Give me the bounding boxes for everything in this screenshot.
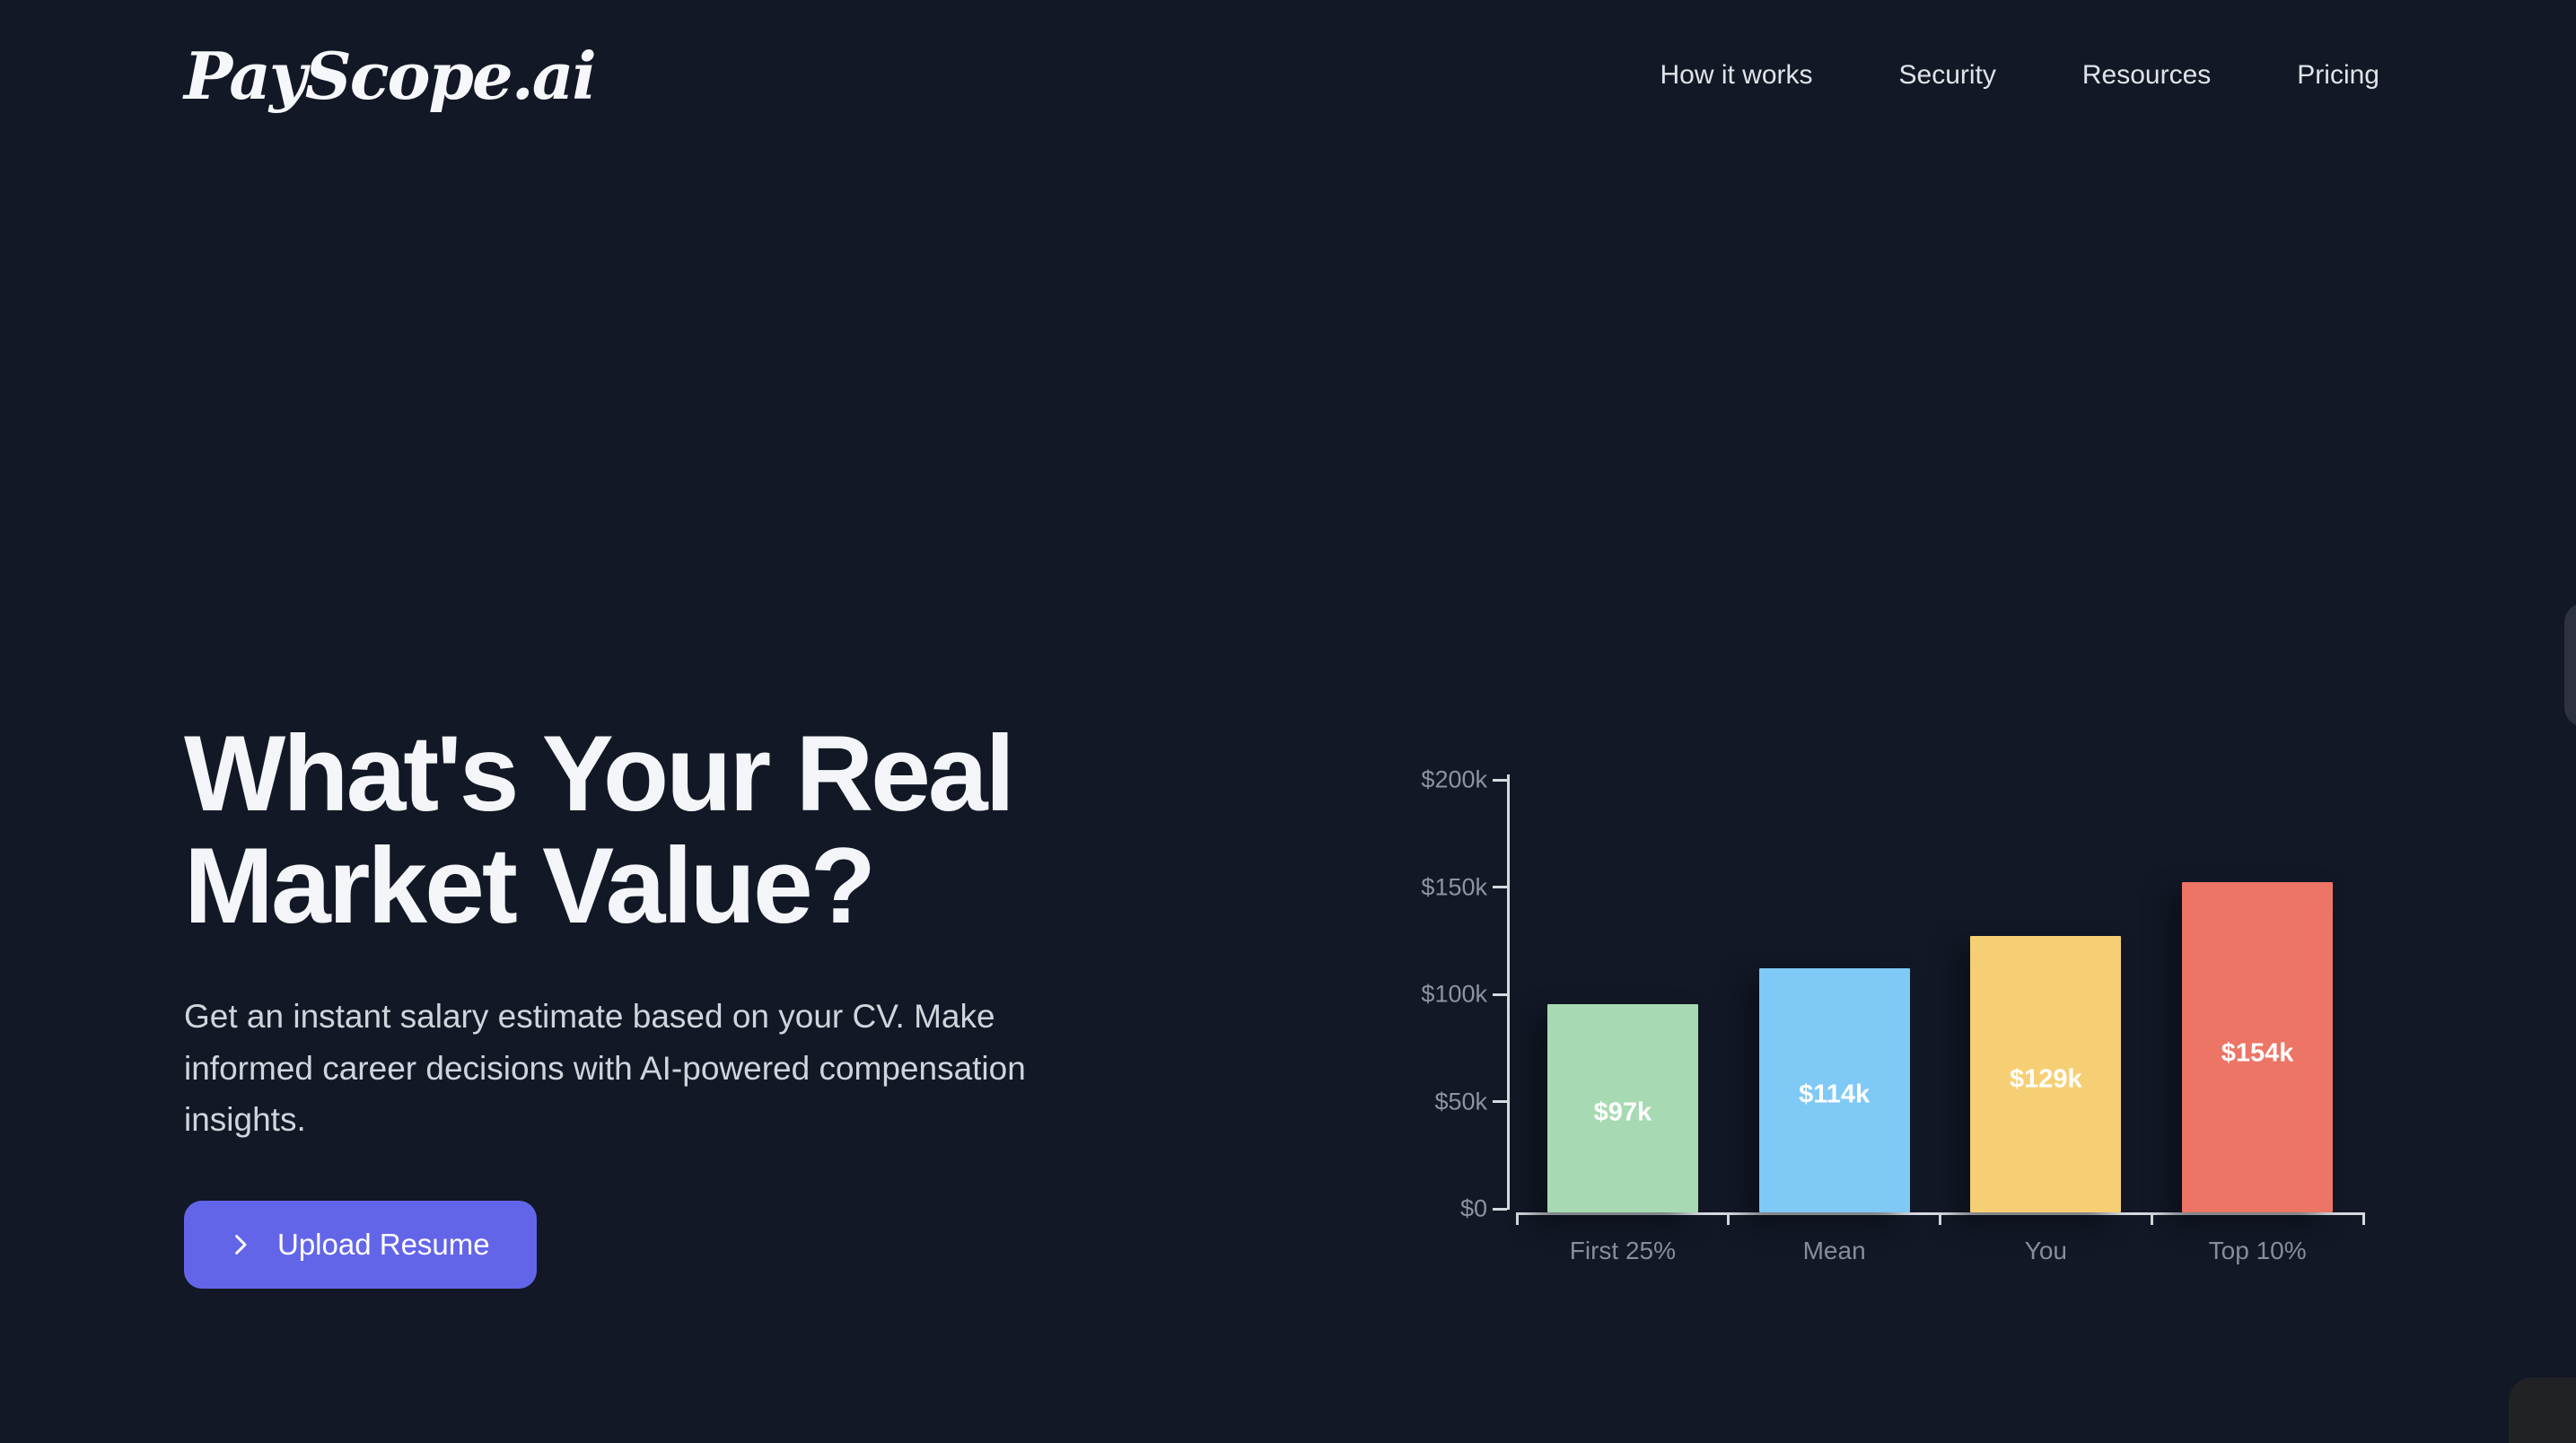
salary-bar-chart: $0 $50k $100k $150k $200k $97k First 25% $114k M… [1400, 745, 2441, 1301]
x-axis-tick [1939, 1212, 1941, 1225]
nav-item-security[interactable]: Security [1898, 60, 1996, 90]
y-tick-label: $150k [1421, 873, 1487, 900]
bar-value-label: $129k [2010, 1064, 2082, 1094]
bar-value-label: $114k [1799, 1080, 1871, 1109]
chevron-right-icon [227, 1231, 254, 1258]
y-axis-tick [1493, 778, 1507, 782]
x-axis-tick [1515, 1212, 1519, 1225]
bar-mean[interactable] [1758, 967, 1910, 1212]
x-axis-tick [2150, 1212, 2153, 1225]
bar-value-label: $154k [2221, 1038, 2294, 1068]
hero-description: Get an instant salary estimate based on … [184, 998, 1026, 1139]
bar-first-25-[interactable] [1546, 1004, 1698, 1212]
nav-item-resources[interactable]: Resources [2081, 60, 2212, 90]
main-nav: How it works Security Resources Pricing [1660, 60, 2379, 91]
x-tick-label: First 25% [1569, 1237, 1676, 1264]
y-axis-tick [1493, 1207, 1507, 1211]
x-tick-label: Mean [1802, 1237, 1866, 1264]
hero-heading: What's Your Real Market Value? [184, 713, 1015, 946]
x-tick-label: Top 10% [2208, 1237, 2307, 1264]
nav-item-how-it-works[interactable]: How it works [1660, 60, 1813, 90]
bar-value-label: $97k [1593, 1098, 1652, 1127]
y-axis-line [1507, 774, 1510, 1210]
x-axis-tick [2361, 1212, 2365, 1225]
y-tick-label: $100k [1421, 980, 1487, 1008]
x-axis-tick [1727, 1212, 1730, 1225]
bar-you[interactable] [1970, 935, 2122, 1212]
y-tick-label: $200k [1421, 765, 1487, 793]
corner-widget[interactable] [2509, 1377, 2576, 1443]
y-axis-tick [1493, 886, 1507, 888]
logo[interactable]: PayScope.ai [184, 37, 597, 114]
header: PayScope.ai How it works Security Resour… [0, 0, 2576, 151]
y-axis-tick [1493, 1100, 1507, 1103]
upload-resume-button[interactable]: Upload Resume [184, 1201, 537, 1289]
bar-top-10-[interactable] [2182, 881, 2334, 1212]
y-axis-tick [1493, 993, 1507, 996]
x-tick-label: You [2024, 1237, 2067, 1264]
y-tick-label: $50k [1434, 1088, 1487, 1115]
y-tick-label: $0 [1459, 1194, 1487, 1222]
scrollbar-thumb[interactable] [2564, 603, 2576, 727]
upload-resume-label: Upload Resume [277, 1228, 490, 1261]
nav-item-pricing[interactable]: Pricing [2297, 60, 2379, 90]
